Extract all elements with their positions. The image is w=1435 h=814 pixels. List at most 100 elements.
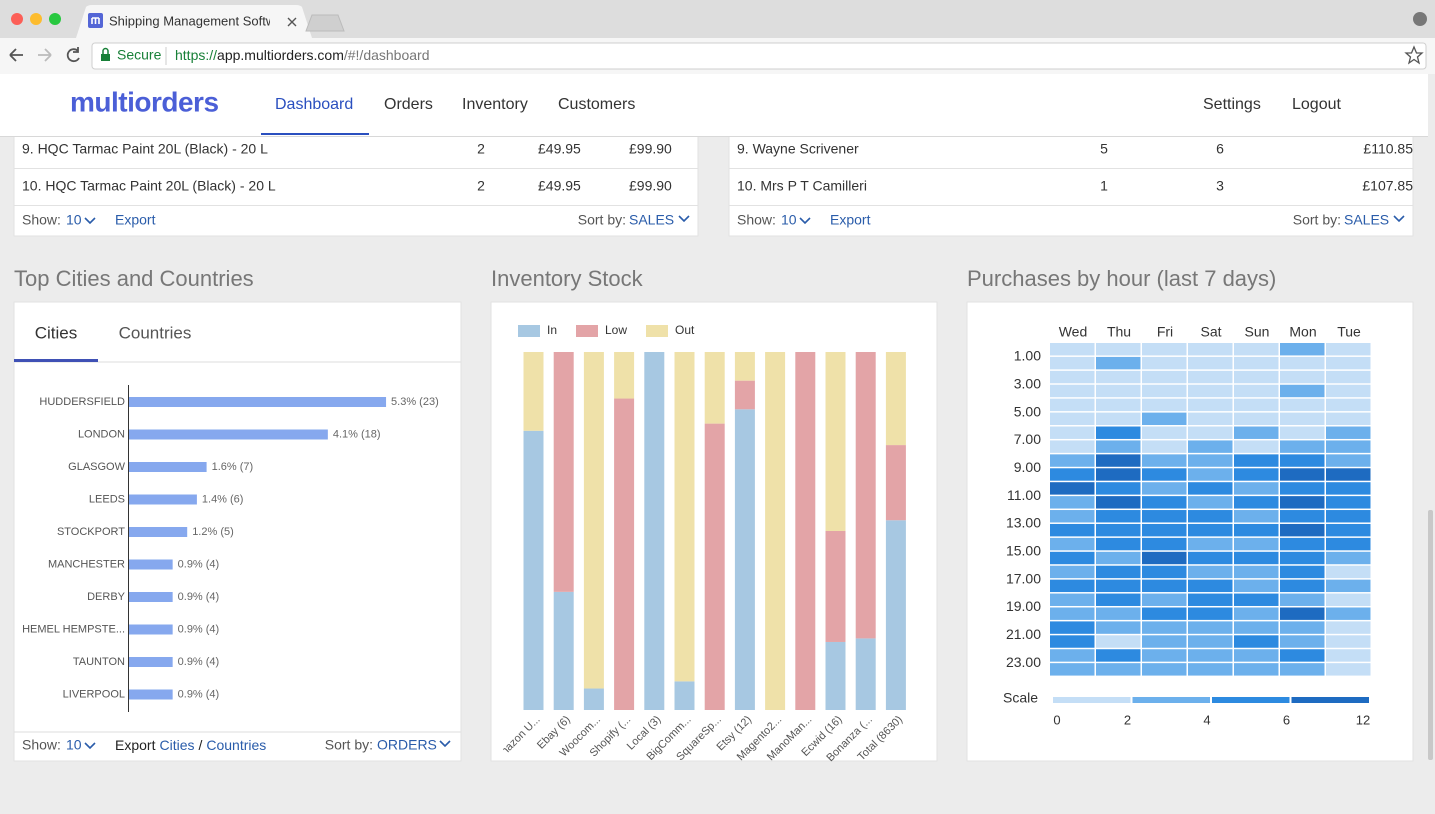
heat-cell	[1234, 356, 1279, 370]
table-cell: 1	[1100, 178, 1108, 194]
hour-label: 1.00	[1014, 348, 1041, 364]
heat-cell	[1280, 523, 1325, 537]
heat-cell	[1050, 426, 1095, 439]
heat-cell	[1050, 649, 1095, 662]
sort-value[interactable]: ORDERS	[377, 737, 437, 753]
scale-tick-label: 2	[1124, 712, 1131, 727]
url-scheme: https://	[175, 47, 217, 63]
heat-cell	[1050, 565, 1095, 579]
heat-cell	[1096, 412, 1141, 426]
tab-close[interactable]	[287, 17, 297, 27]
export-part[interactable]: Cities	[159, 737, 194, 753]
heat-cell	[1280, 621, 1325, 634]
scrollbar[interactable]	[1428, 510, 1433, 760]
reload-button[interactable]	[66, 47, 80, 63]
heat-cell	[1326, 649, 1371, 662]
sort-value[interactable]: SALES	[1344, 212, 1389, 228]
bar-segment	[825, 531, 846, 642]
heat-cell	[1096, 593, 1141, 606]
export-link[interactable]: Export	[115, 212, 156, 228]
chevron[interactable]	[1393, 215, 1405, 223]
close-window[interactable]	[11, 13, 23, 25]
category-label: DERBY	[87, 591, 126, 603]
active-tab[interactable]	[76, 5, 312, 38]
legend-label: Out	[675, 323, 695, 337]
section-title: Purchases by hour (last 7 days)	[967, 266, 1276, 291]
heat-cell	[1050, 398, 1095, 412]
nav-item[interactable]: Dashboard	[275, 96, 353, 113]
heat-cell	[1142, 426, 1187, 439]
value-label: 0.9% (4)	[178, 591, 220, 603]
heat-cell	[1142, 370, 1187, 384]
table-cell: £49.95	[538, 141, 581, 157]
logo[interactable]: multiorders	[70, 86, 219, 117]
forward-button[interactable]	[38, 48, 52, 62]
heat-cell	[1142, 356, 1187, 370]
new-tab[interactable]	[305, 14, 345, 32]
chevron[interactable]	[678, 215, 690, 223]
heat-cell	[1280, 579, 1325, 593]
nav-item[interactable]: Settings	[1203, 96, 1261, 113]
show-value[interactable]: 10	[781, 212, 797, 228]
heat-cell	[1050, 593, 1095, 606]
heat-cell	[1096, 343, 1141, 356]
heat-cell	[1096, 510, 1141, 523]
nav-item[interactable]: Logout	[1292, 96, 1341, 113]
export-part[interactable]: Countries	[206, 737, 266, 753]
chevron[interactable]	[439, 740, 451, 748]
nav-item[interactable]: Orders	[384, 96, 433, 113]
address-bar[interactable]	[91, 42, 1427, 70]
heat-cell	[1326, 510, 1371, 523]
heat-cell	[1096, 426, 1141, 439]
bar-segment	[614, 398, 635, 710]
minimize-window[interactable]	[30, 13, 42, 25]
url-host: app.multiorders.com	[217, 47, 344, 63]
profile-icon[interactable]	[1413, 12, 1427, 26]
heat-cell	[1234, 370, 1279, 384]
sort-value[interactable]: SALES	[629, 212, 674, 228]
tab[interactable]: Cities	[35, 323, 78, 342]
hour-label: 9.00	[1014, 459, 1041, 475]
heat-cell	[1326, 482, 1371, 495]
heat-cell	[1234, 384, 1279, 398]
heat-cell	[1188, 496, 1233, 509]
chevron[interactable]	[84, 742, 96, 750]
heat-cell	[1326, 496, 1371, 509]
show-value[interactable]: 10	[66, 737, 82, 753]
heat-cell	[1234, 440, 1279, 453]
heat-cell	[1050, 607, 1095, 620]
heat-cell	[1096, 537, 1141, 551]
heat-cell	[1326, 635, 1371, 648]
hour-label: 3.00	[1014, 375, 1041, 391]
tab[interactable]: Countries	[119, 323, 192, 342]
heat-cell	[1142, 440, 1187, 453]
back-button[interactable]	[9, 48, 23, 62]
heat-cell	[1326, 468, 1371, 481]
show-label: Show:	[22, 212, 61, 228]
chevron[interactable]	[799, 217, 811, 225]
heat-cell	[1050, 523, 1095, 537]
heat-cell	[1096, 565, 1141, 579]
scale-tick-label: 0	[1053, 712, 1060, 727]
bar-segment	[583, 688, 604, 710]
heat-cell	[1326, 551, 1371, 565]
export-link[interactable]: Export	[830, 212, 871, 228]
show-value[interactable]: 10	[66, 212, 82, 228]
heat-cell	[1188, 384, 1233, 398]
heat-cell	[1096, 607, 1141, 620]
secure-label: Secure	[117, 47, 162, 63]
nav-item[interactable]: Inventory	[462, 96, 528, 113]
heat-cell	[1326, 537, 1371, 551]
bookmark-star[interactable]	[1404, 45, 1424, 65]
chevron[interactable]	[84, 217, 96, 225]
nav-item[interactable]: Customers	[558, 96, 635, 113]
heat-cell	[1280, 510, 1325, 523]
heat-cell	[1188, 523, 1233, 537]
heat-cell	[1050, 537, 1095, 551]
bar	[129, 592, 173, 602]
zoom-window[interactable]	[49, 13, 61, 25]
heat-cell	[1280, 384, 1325, 398]
export-part: Export	[115, 737, 156, 753]
heat-cell	[1280, 607, 1325, 620]
heat-cell	[1142, 565, 1187, 579]
